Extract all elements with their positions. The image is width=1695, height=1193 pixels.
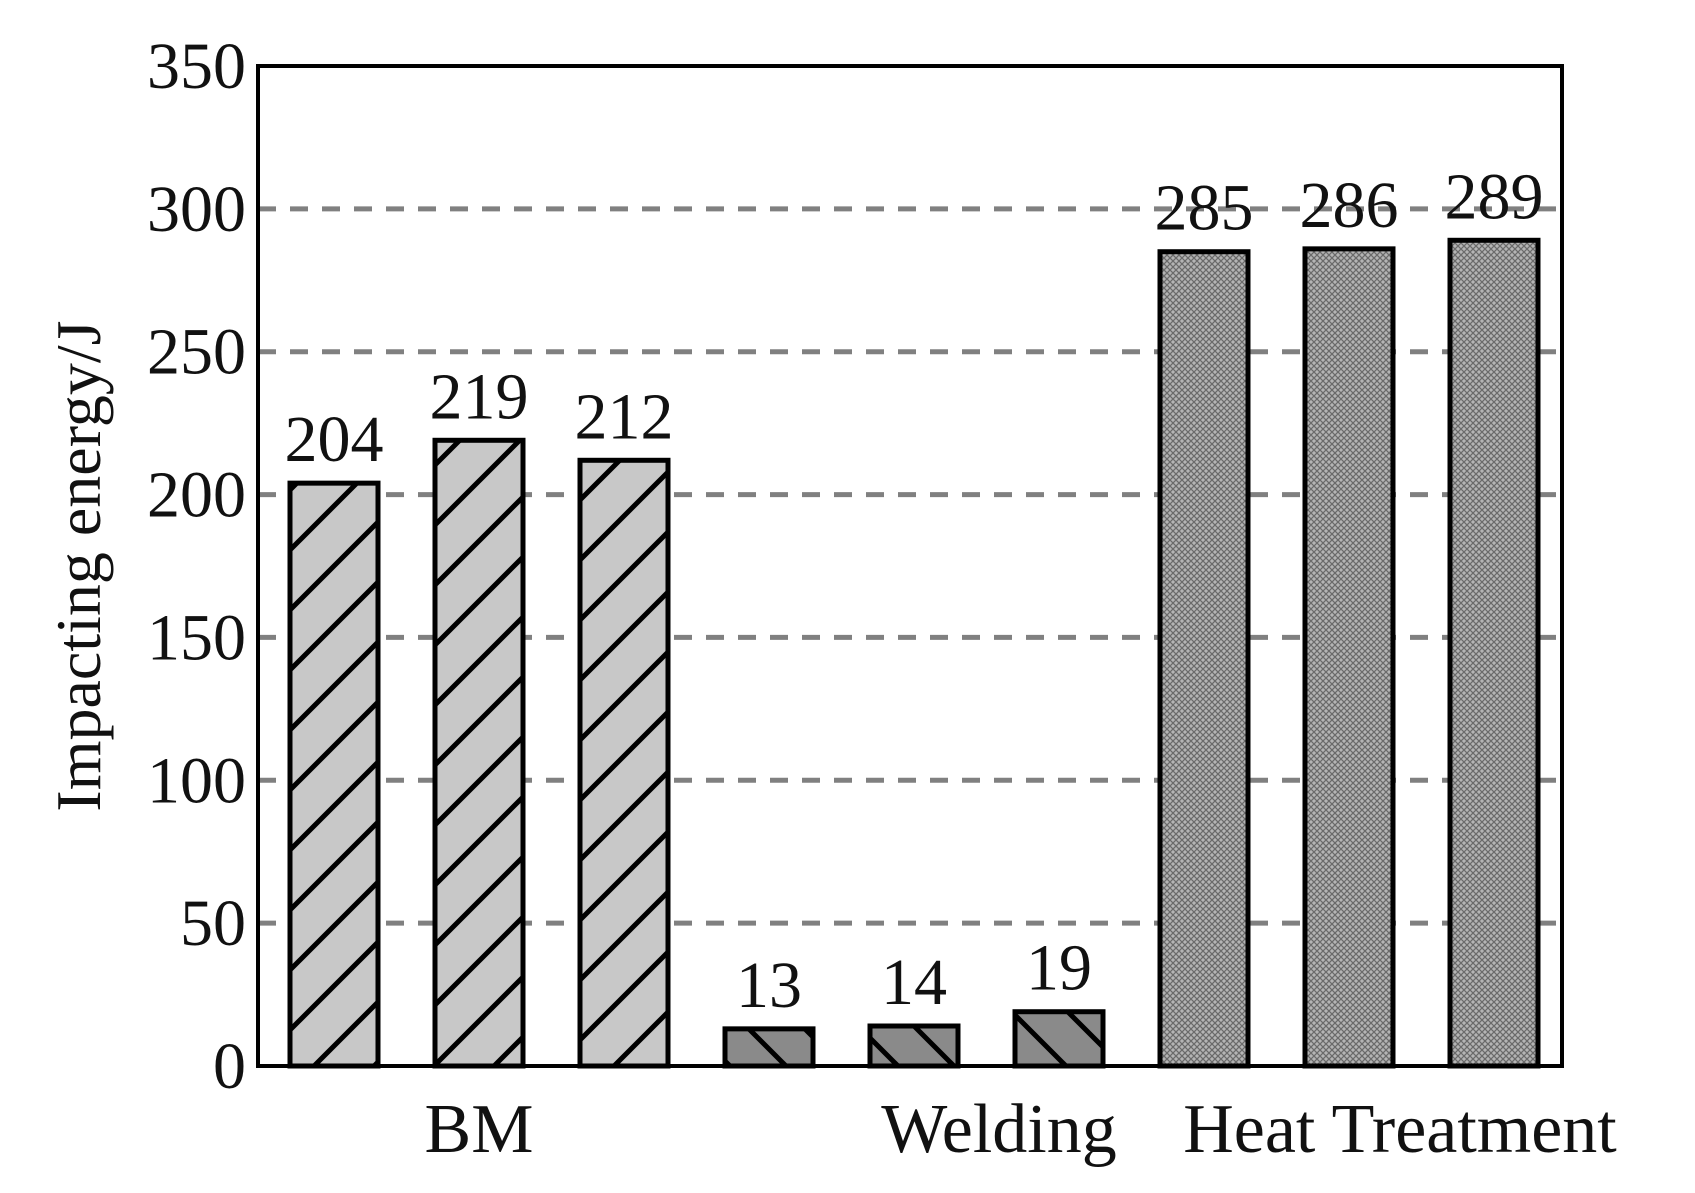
data-label: 289 [1445, 160, 1544, 233]
y-tick-label: 50 [180, 887, 246, 960]
bar [722, 1026, 816, 1069]
category-labels: BM Welding Heat Treatment [425, 1091, 1618, 1168]
data-label: 285 [1155, 172, 1254, 245]
bar [867, 1023, 961, 1069]
data-label: 204 [285, 403, 384, 476]
gridlines [258, 206, 1562, 926]
y-axis-ticks: 0 50 100 150 200 250 300 350 [147, 30, 246, 1103]
plot-frame [256, 64, 1564, 1068]
y-tick-label: 200 [147, 459, 246, 532]
data-label: 14 [881, 946, 947, 1019]
y-axis-label: Impacting energy/J [43, 320, 114, 811]
bar [1302, 246, 1396, 1069]
bar [1157, 249, 1251, 1069]
y-tick-label: 100 [147, 744, 246, 817]
data-label: 212 [575, 380, 674, 453]
data-label: 19 [1026, 932, 1092, 1005]
bars [287, 237, 1541, 1069]
data-label: 286 [1300, 169, 1399, 242]
y-tick-label: 250 [147, 316, 246, 389]
category-label: Heat Treatment [1183, 1091, 1617, 1168]
category-label: BM [425, 1091, 534, 1168]
category-label: Welding [881, 1091, 1116, 1168]
data-label: 13 [736, 949, 802, 1022]
bar [577, 457, 671, 1069]
y-tick-label: 0 [213, 1030, 246, 1103]
bar [1012, 1009, 1106, 1069]
y-tick-label: 350 [147, 30, 246, 103]
bar [1447, 237, 1541, 1069]
data-label: 219 [430, 360, 529, 433]
y-tick-label: 300 [147, 173, 246, 246]
bar [432, 437, 526, 1069]
bar [287, 480, 381, 1069]
data-labels: 204 219 212 13 14 19 285 286 289 [285, 160, 1544, 1022]
y-tick-label: 150 [147, 601, 246, 674]
